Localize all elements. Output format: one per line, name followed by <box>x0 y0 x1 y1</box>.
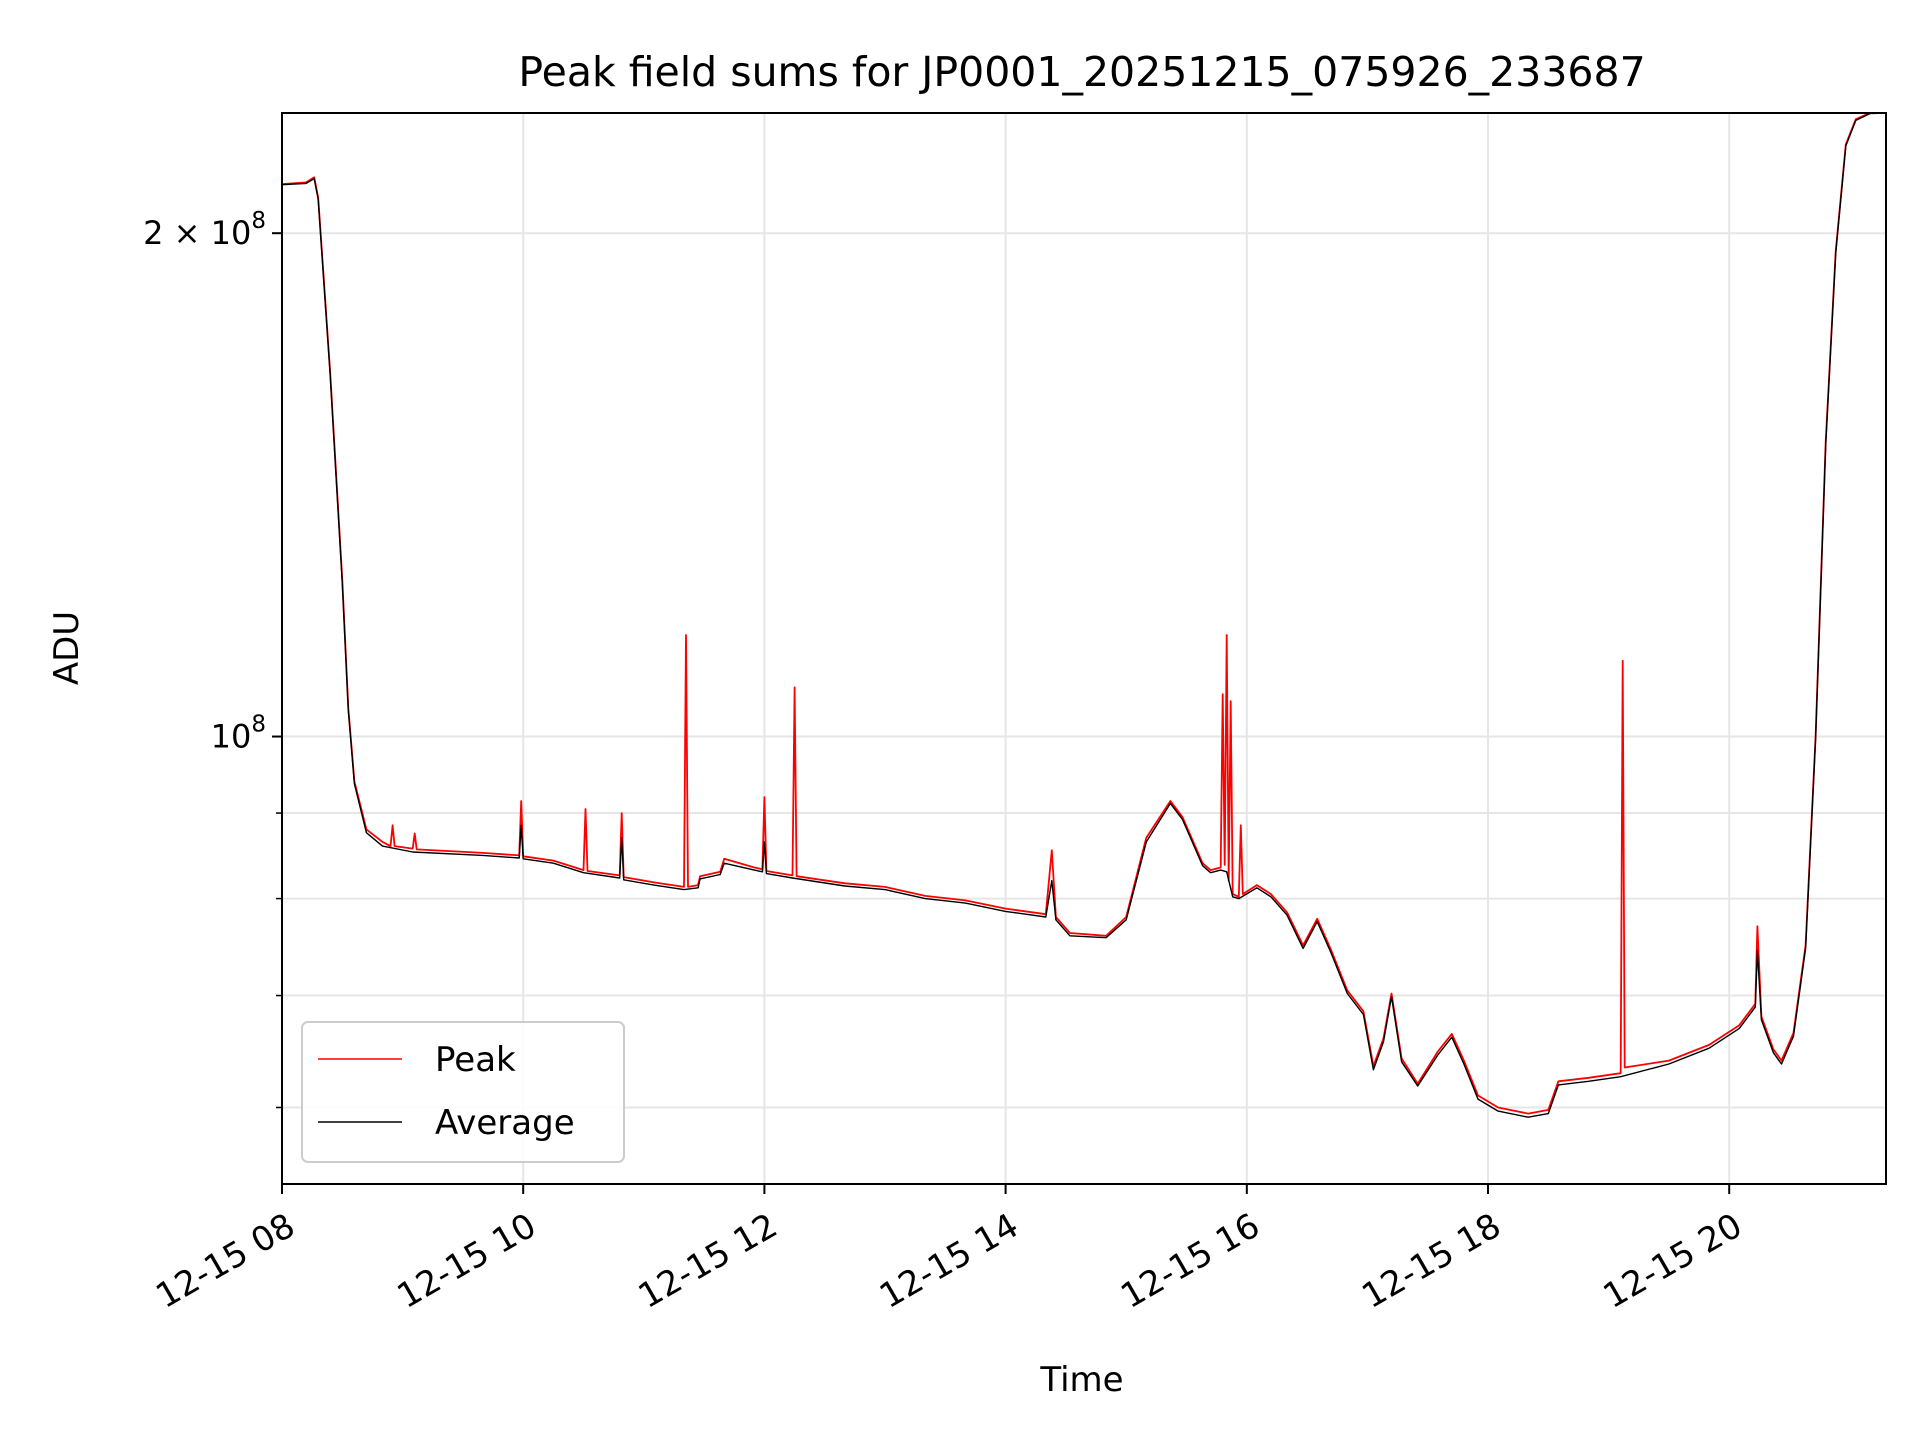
legend-box <box>301 1021 625 1163</box>
plot-background <box>282 113 1886 1184</box>
legend-label-average: Average <box>435 1103 575 1143</box>
axes-frame <box>281 112 1887 1185</box>
series-layer <box>281 112 1887 1118</box>
legend-label-peak: Peak <box>435 1040 516 1080</box>
plot-area <box>281 112 1887 1185</box>
chart-title: Peak field sums for JP0001_20251215_0759… <box>518 48 1645 96</box>
series-line-peak <box>281 112 1886 1115</box>
legend: Peak Average <box>301 1021 625 1163</box>
y-axis-label: ADU <box>47 611 87 685</box>
y-tick-label: 108 <box>211 712 266 756</box>
x-axis-label: Time <box>1039 1360 1123 1400</box>
y-tick-label: 2 × 108 <box>143 208 266 252</box>
grid <box>281 113 1886 1184</box>
series-line-average <box>281 112 1887 1118</box>
y-axis: 2 × 108 108 <box>143 208 282 1109</box>
